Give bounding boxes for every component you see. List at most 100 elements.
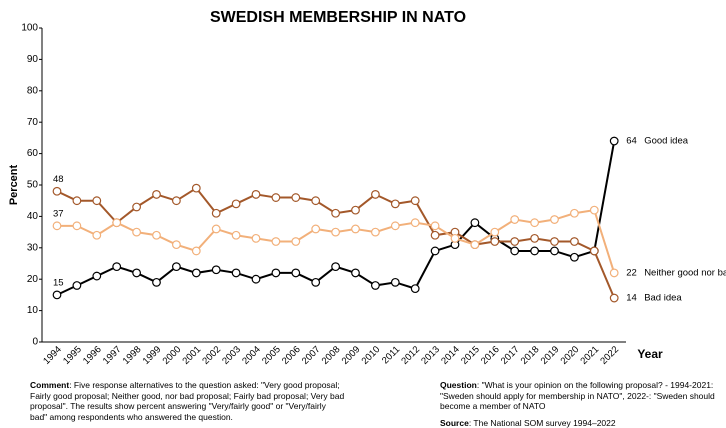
marker <box>291 268 301 278</box>
marker <box>430 221 440 231</box>
marker <box>390 277 400 287</box>
y-tick-label: 30 <box>27 242 39 253</box>
data-label: 14 <box>626 293 637 304</box>
x-tick-label: 1997 <box>101 344 124 367</box>
marker <box>231 199 241 209</box>
marker <box>92 230 102 240</box>
x-tick-label: 2002 <box>200 344 223 367</box>
marker <box>570 208 579 218</box>
x-tick-label: 2017 <box>499 344 522 367</box>
marker <box>271 237 281 246</box>
marker <box>291 193 301 202</box>
series-line <box>56 186 616 299</box>
comment-text: : Five response alternatives to the ques… <box>30 380 345 422</box>
marker <box>390 221 400 231</box>
chart: SWEDISH MEMBERSHIP IN NATO Percent Year … <box>8 9 726 367</box>
comment-label: Comment <box>30 380 70 390</box>
marker <box>331 227 341 237</box>
marker <box>72 196 82 206</box>
source: Source: The National SOM survey 1994–202… <box>440 418 720 428</box>
marker <box>609 268 619 278</box>
x-tick-label: 2019 <box>539 344 562 367</box>
marker <box>371 281 380 290</box>
x-tick-label: 2015 <box>459 344 482 367</box>
x-tick-label: 2001 <box>180 344 203 367</box>
marker <box>470 218 480 228</box>
y-tick-label: 50 <box>27 180 39 191</box>
x-tick-label: 2007 <box>300 344 323 367</box>
question-label: Question <box>440 380 477 390</box>
marker <box>191 246 201 256</box>
x-tick-label: 2021 <box>578 344 601 367</box>
legend-label: Good idea <box>644 136 689 147</box>
y-tick-label: 90 <box>27 54 39 65</box>
y-tick-label: 0 <box>32 337 38 348</box>
x-tick-label: 1995 <box>61 344 84 367</box>
marker <box>171 262 181 272</box>
y-tick-label: 40 <box>27 211 39 222</box>
marker <box>570 237 579 246</box>
marker <box>351 224 360 234</box>
marker <box>132 268 142 278</box>
marker <box>331 262 341 272</box>
marker <box>530 233 539 243</box>
marker <box>311 277 321 287</box>
marker <box>152 230 161 240</box>
marker <box>550 215 559 224</box>
marker <box>112 262 122 272</box>
marker <box>211 265 221 275</box>
data-label: 15 <box>53 277 64 288</box>
marker <box>470 240 480 250</box>
marker <box>510 215 520 224</box>
x-tick-label: 2006 <box>280 344 303 367</box>
marker <box>371 190 380 199</box>
x-tick-label: 2018 <box>519 344 542 367</box>
marker <box>52 186 62 196</box>
marker <box>152 190 161 199</box>
marker <box>132 227 142 237</box>
question-text: : "What is your opinion on the following… <box>440 380 715 411</box>
x-axis-label: Year <box>637 347 663 361</box>
marker <box>550 237 559 246</box>
marker <box>510 237 520 246</box>
marker <box>112 218 122 228</box>
marker <box>530 218 539 228</box>
marker <box>251 233 261 243</box>
marker <box>609 293 619 303</box>
marker <box>132 202 142 212</box>
x-tick-label: 2013 <box>419 344 442 367</box>
y-tick-label: 60 <box>27 148 39 159</box>
y-tick-label: 70 <box>27 117 39 128</box>
marker <box>251 274 261 284</box>
x-tick-label: 2000 <box>161 344 184 367</box>
marker <box>52 290 62 300</box>
y-tick-label: 80 <box>27 85 39 96</box>
source-text: : The National SOM survey 1994–2022 <box>468 418 616 428</box>
x-tick-label: 2022 <box>598 344 621 367</box>
marker <box>231 268 241 278</box>
data-label: 64 <box>626 136 637 147</box>
data-label: 37 <box>53 208 64 219</box>
marker <box>390 199 400 209</box>
y-tick-label: 10 <box>27 305 39 316</box>
marker <box>490 227 500 237</box>
marker <box>410 284 420 294</box>
marker <box>231 230 241 240</box>
marker <box>550 246 559 256</box>
marker <box>92 271 102 281</box>
marker <box>251 190 261 199</box>
marker <box>191 183 201 193</box>
marker <box>351 268 360 278</box>
marker <box>72 281 82 290</box>
x-tick-label: 2009 <box>340 344 363 367</box>
marker <box>609 136 619 146</box>
legend-label: Bad idea <box>644 293 682 304</box>
x-tick-label: 2003 <box>220 344 243 367</box>
marker <box>171 240 181 250</box>
marker <box>410 218 420 228</box>
marker <box>589 246 599 256</box>
marker <box>510 246 520 256</box>
data-label: 48 <box>53 174 64 185</box>
marker <box>371 227 380 237</box>
